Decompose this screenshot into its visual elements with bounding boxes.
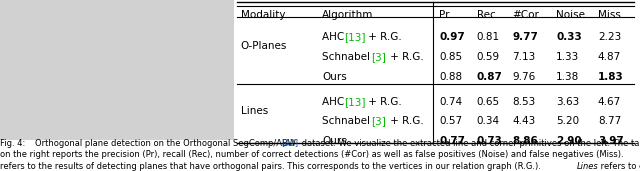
Text: 0.81: 0.81 bbox=[477, 32, 500, 42]
Text: 8.53: 8.53 bbox=[513, 97, 536, 107]
Text: 4.67: 4.67 bbox=[598, 97, 621, 107]
Text: [3]: [3] bbox=[371, 116, 386, 126]
Text: 2.23: 2.23 bbox=[598, 32, 621, 42]
Text: 1.33: 1.33 bbox=[556, 52, 579, 62]
Text: 3.63: 3.63 bbox=[556, 97, 579, 107]
Text: 9.77: 9.77 bbox=[513, 32, 538, 42]
Text: Schnabel: Schnabel bbox=[322, 52, 373, 62]
Text: [3]: [3] bbox=[371, 52, 386, 62]
Text: [13]: [13] bbox=[344, 97, 365, 107]
Text: 0.87: 0.87 bbox=[477, 71, 503, 82]
Text: Miss: Miss bbox=[598, 10, 621, 20]
Text: Modality: Modality bbox=[241, 10, 285, 20]
Text: AHC: AHC bbox=[322, 97, 348, 107]
Text: AHC: AHC bbox=[322, 32, 348, 42]
Text: 0.85: 0.85 bbox=[439, 52, 462, 62]
Text: 3.97: 3.97 bbox=[598, 136, 623, 146]
Text: refers to the results of detecting planes that have orthogonal pairs. This corre: refers to the results of detecting plane… bbox=[0, 162, 543, 171]
Text: Ours: Ours bbox=[322, 71, 347, 82]
Text: 0.88: 0.88 bbox=[439, 71, 462, 82]
Text: + R.G.: + R.G. bbox=[387, 116, 424, 126]
Text: Lines: Lines bbox=[241, 106, 268, 116]
Text: 0.57: 0.57 bbox=[439, 116, 462, 126]
Text: 9.76: 9.76 bbox=[513, 71, 536, 82]
Text: Ours: Ours bbox=[322, 136, 347, 146]
Text: + R.G.: + R.G. bbox=[387, 52, 424, 62]
Text: 0.59: 0.59 bbox=[477, 52, 500, 62]
Text: Algorithm: Algorithm bbox=[322, 10, 374, 20]
Text: O-Planes: O-Planes bbox=[241, 41, 287, 51]
Text: 0.77: 0.77 bbox=[439, 136, 465, 146]
Text: on the right reports the precision (Pr), recall (Rec), number of correct detecti: on the right reports the precision (Pr),… bbox=[0, 150, 627, 160]
Text: Lines: Lines bbox=[577, 162, 598, 171]
Text: 0.97: 0.97 bbox=[439, 32, 465, 42]
Text: 0.74: 0.74 bbox=[439, 97, 462, 107]
Text: 8.77: 8.77 bbox=[598, 116, 621, 126]
Text: Schnabel: Schnabel bbox=[322, 116, 373, 126]
Text: 4.43: 4.43 bbox=[513, 116, 536, 126]
Text: 1.38: 1.38 bbox=[556, 71, 579, 82]
Text: 0.65: 0.65 bbox=[477, 97, 500, 107]
Text: 5.20: 5.20 bbox=[556, 116, 579, 126]
Text: 0.33: 0.33 bbox=[556, 32, 582, 42]
Text: 8.86: 8.86 bbox=[513, 136, 538, 146]
Text: refers to evaluating the: refers to evaluating the bbox=[598, 162, 640, 171]
Text: 1.83: 1.83 bbox=[598, 71, 623, 82]
Text: Rec.: Rec. bbox=[477, 10, 499, 20]
Text: + R.G.: + R.G. bbox=[365, 97, 402, 107]
Text: Pr.: Pr. bbox=[439, 10, 452, 20]
Text: 7.13: 7.13 bbox=[513, 52, 536, 62]
Text: Fig. 4:: Fig. 4: bbox=[0, 139, 28, 148]
Text: 0.34: 0.34 bbox=[477, 116, 500, 126]
Text: 4.87: 4.87 bbox=[598, 52, 621, 62]
Text: 2.90: 2.90 bbox=[556, 136, 582, 146]
Text: dataset. We visualize the extracted line and corner primitives on the left. The : dataset. We visualize the extracted line… bbox=[299, 139, 640, 148]
Text: [42]: [42] bbox=[282, 139, 299, 148]
Text: [13]: [13] bbox=[344, 32, 365, 42]
Text: 0.73: 0.73 bbox=[477, 136, 503, 146]
Text: #Cor.: #Cor. bbox=[513, 10, 542, 20]
Text: Orthogonal plane detection on the Orthogonal SegComp/ABW: Orthogonal plane detection on the Orthog… bbox=[35, 139, 298, 148]
Text: + R.G.: + R.G. bbox=[365, 32, 402, 42]
Text: Noise: Noise bbox=[556, 10, 585, 20]
